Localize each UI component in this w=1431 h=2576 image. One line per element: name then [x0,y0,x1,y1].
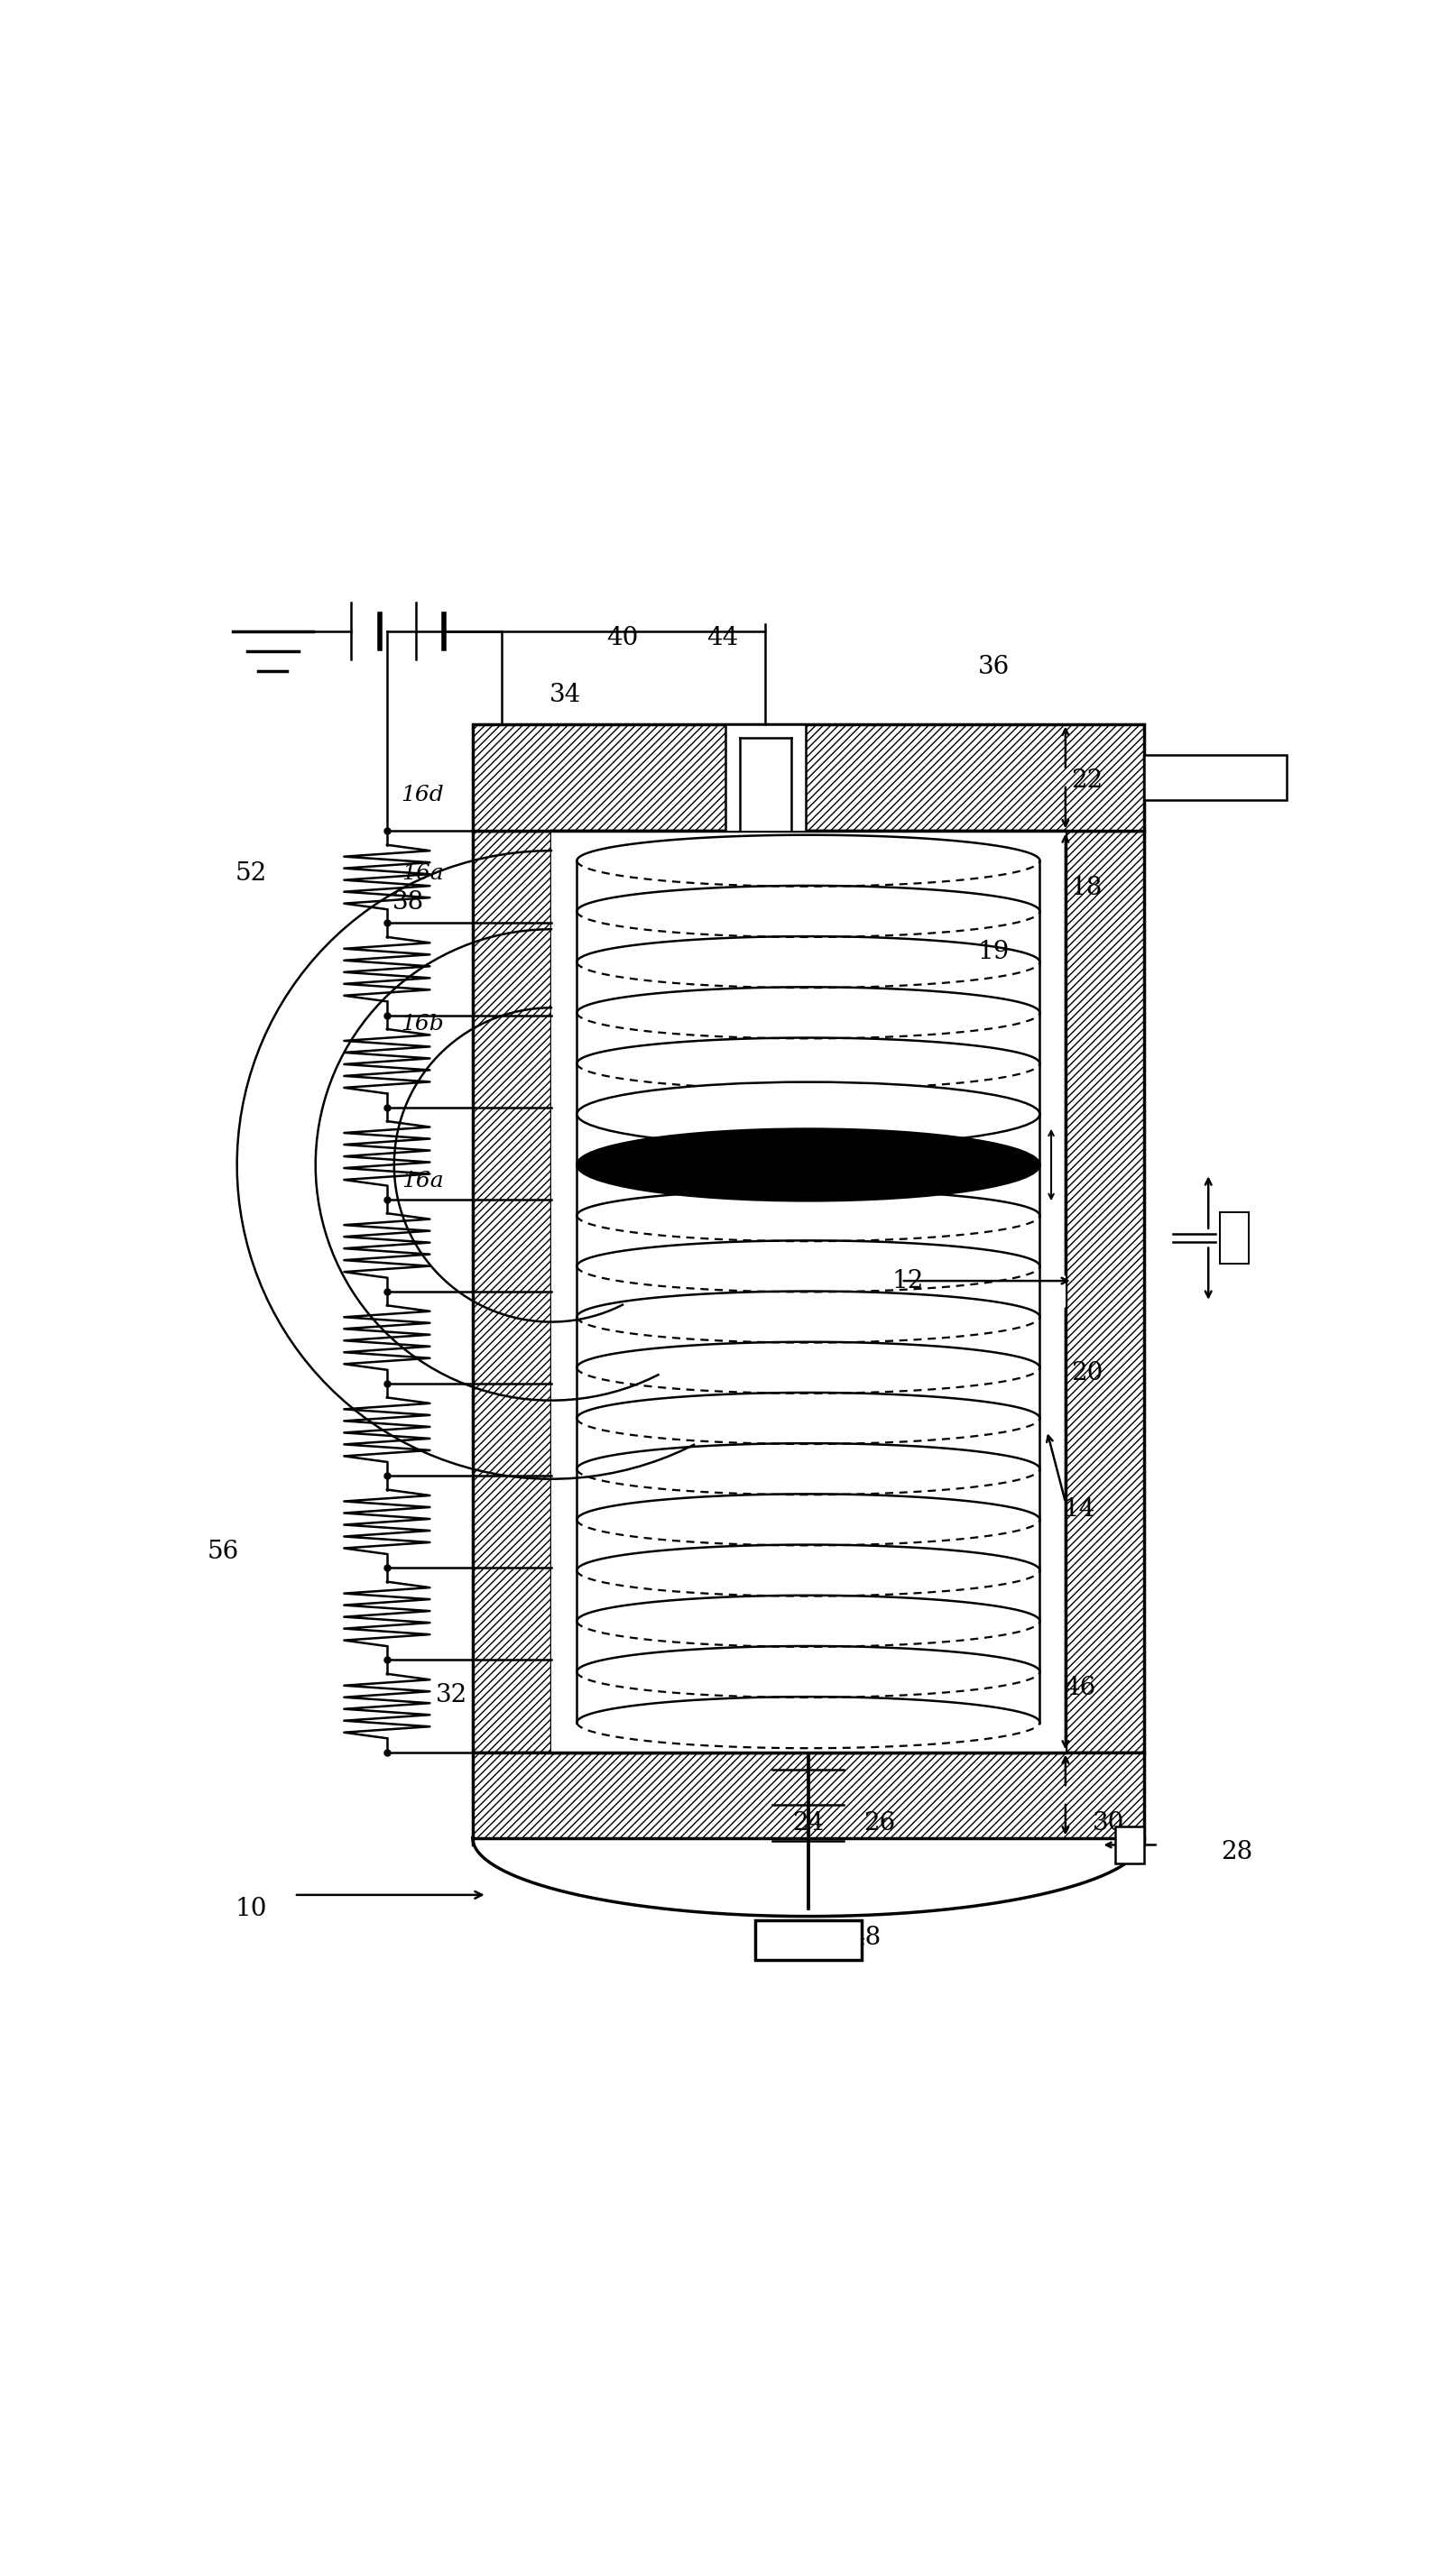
Text: 36: 36 [979,654,1010,680]
Text: 24: 24 [793,1811,824,1837]
Text: 38: 38 [392,891,424,914]
Text: 32: 32 [435,1682,467,1708]
Text: 16d: 16d [401,786,444,806]
Text: 16a: 16a [402,1170,444,1190]
Text: 26: 26 [864,1811,896,1837]
Ellipse shape [577,1128,1040,1200]
Text: 30: 30 [1092,1811,1125,1837]
Text: 22: 22 [1070,768,1103,793]
Text: 18: 18 [1070,876,1103,902]
Text: 10: 10 [235,1896,268,1922]
Text: 14: 14 [1063,1497,1096,1522]
Polygon shape [472,724,1143,832]
Text: 34: 34 [550,683,581,708]
Ellipse shape [577,1082,1040,1146]
Text: 40: 40 [607,626,638,649]
Bar [754,1919,861,1960]
Text: 20: 20 [1070,1363,1103,1386]
Text: 48: 48 [850,1927,881,1950]
Text: 44: 44 [707,626,738,649]
Polygon shape [551,832,1066,1752]
Text: 56: 56 [206,1540,239,1564]
Text: 42: 42 [793,1927,824,1953]
Text: II: II [1225,1229,1244,1249]
Polygon shape [1116,1826,1143,1862]
Polygon shape [1143,755,1286,801]
Polygon shape [726,724,806,832]
Text: 12: 12 [893,1270,924,1293]
Bar [1219,1213,1248,1265]
Polygon shape [472,1752,1143,1837]
Text: 19: 19 [979,940,1010,963]
Text: 52: 52 [235,863,268,886]
Text: 16a: 16a [402,863,444,884]
Text: 28: 28 [1221,1839,1252,1865]
Polygon shape [1066,832,1143,1752]
Polygon shape [472,832,551,1752]
Text: 46: 46 [1063,1674,1096,1700]
Text: 16b: 16b [401,1012,444,1033]
